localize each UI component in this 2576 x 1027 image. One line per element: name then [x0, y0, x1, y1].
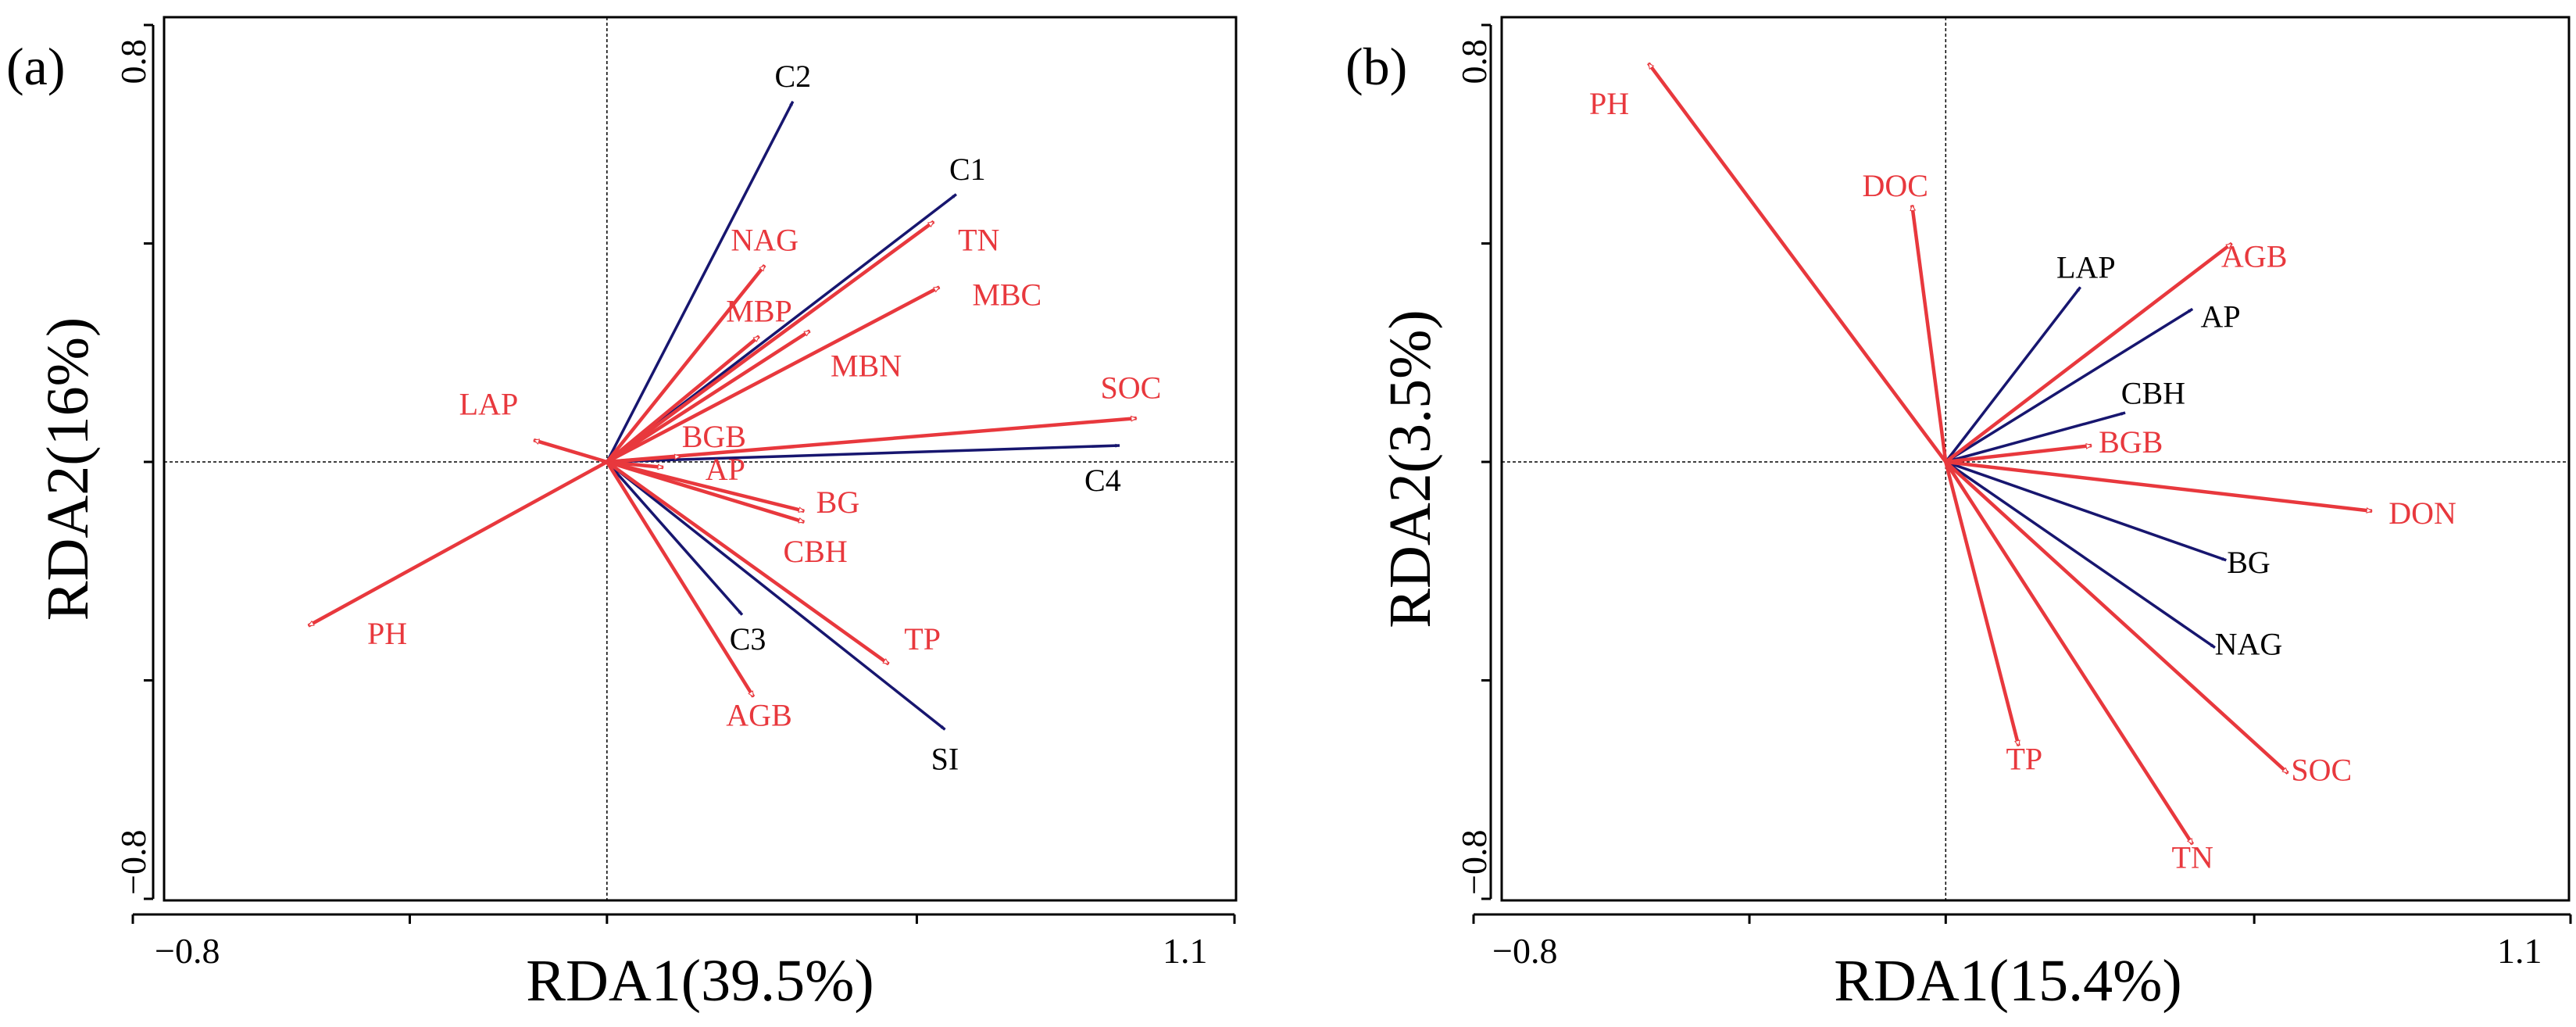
vector-label-ph: PH: [1589, 86, 1629, 121]
panel-b-x-tick-right: 1.1: [2497, 931, 2542, 971]
vector-label-ph: PH: [367, 616, 407, 651]
vector-nag: [1945, 460, 2216, 649]
vector-label-bgb: BGB: [2099, 424, 2163, 460]
vector-label-c1: C1: [949, 152, 986, 187]
vector-nag: [606, 264, 766, 463]
panel-b-x-axis-title: RDA1(15.4%): [1834, 948, 2181, 1014]
vector-agb: [1944, 242, 2233, 463]
vector-label-mbn: MBN: [831, 348, 902, 383]
vector-label-nag: NAG: [2215, 627, 2283, 662]
vector-si: [606, 460, 946, 731]
panel-a-frame: [163, 16, 1238, 902]
panel-b-guides: [1502, 17, 2569, 900]
panel-a: (a) 0.8 −0.8 −0.8 1.1 RDA1(39.5%) RDA2(1…: [6, 16, 1238, 1014]
panel-a-x-tick-right: 1.1: [1163, 931, 1208, 971]
vector-lap: [1944, 286, 2081, 463]
vector-c3: [606, 460, 744, 616]
panel-a-x-tick-left: −0.8: [155, 931, 220, 971]
panel-b-x-tick-left: −0.8: [1492, 931, 1557, 971]
panel-b-y-axis-title: RDA2(3.5%): [1377, 310, 1443, 628]
vector-bgb: [1945, 446, 2092, 464]
vector-label-soc: SOC: [1101, 370, 1162, 405]
vector-label-mbp: MBP: [726, 294, 792, 329]
panel-a-x-axis-title: RDA1(39.5%): [526, 948, 874, 1014]
panel-a-label: (a): [6, 37, 65, 96]
vector-label-bgb: BGB: [682, 419, 746, 454]
vector-tn: [606, 220, 935, 463]
vector-label-agb: AGB: [2221, 239, 2287, 274]
vector-label-soc: SOC: [2291, 752, 2352, 787]
vector-label-agb: AGB: [726, 698, 791, 733]
vector-label-si: SI: [931, 741, 959, 776]
vector-mbp: [606, 335, 760, 463]
vector-ph: [307, 460, 608, 628]
vector-label-mbc: MBC: [972, 277, 1041, 313]
vector-label-bg: BG: [2227, 545, 2271, 580]
vector-ph: [1647, 62, 1948, 463]
vector-label-tn: TN: [2172, 839, 2213, 875]
vector-agb: [605, 460, 756, 698]
vector-label-cbh: CBH: [2121, 375, 2185, 410]
panel-b-y-tick-bottom: −0.8: [1454, 830, 1494, 895]
vector-label-tp: TP: [904, 621, 941, 657]
vector-label-ap: AP: [706, 452, 745, 487]
vector-lap: [534, 438, 608, 464]
vector-soc: [606, 418, 1137, 464]
vector-label-lap: LAP: [2056, 250, 2116, 285]
vector-tp: [606, 460, 890, 666]
vector-doc: [1912, 206, 1948, 463]
vector-bg: [1945, 460, 2227, 562]
vector-c4: [606, 443, 1120, 463]
vector-label-c3: C3: [730, 621, 766, 657]
vector-label-tn: TN: [958, 223, 999, 258]
panel-a-guides: [164, 17, 1236, 900]
panel-a-ticks: [131, 23, 1236, 924]
panel-b: (b) 0.8 −0.8 −0.8 1.1 RDA1(15.4%) RDA2(3…: [1345, 16, 2572, 1014]
vector-mbn: [606, 329, 811, 463]
vector-label-c4: C4: [1084, 463, 1121, 498]
vector-mbc: [606, 285, 939, 463]
vector-ap: [1945, 307, 2194, 463]
vector-label-don: DON: [2388, 496, 2456, 531]
panel-b-label: (b): [1345, 37, 1407, 96]
vector-label-bg: BG: [816, 485, 860, 520]
vector-c2: [606, 101, 795, 463]
vector-label-lap: LAP: [459, 386, 519, 421]
vector-don: [1945, 460, 2372, 511]
vector-label-cbh: CBH: [784, 534, 848, 569]
panel-b-vectors: LAP AP CBH BG NAG PH DOC AGB BGB DON SOC TP TN: [1589, 62, 2456, 875]
panel-a-y-axis-title: RDA2(16%): [35, 317, 101, 621]
vector-bgb: [606, 456, 681, 464]
vector-cbh: [606, 460, 804, 524]
vector-label-doc: DOC: [1862, 168, 1928, 203]
panel-b-frame: [1500, 16, 2571, 902]
vector-label-tp: TP: [2006, 741, 2042, 776]
vector-label-ap: AP: [2201, 299, 2241, 334]
panel-a-y-tick-bottom: −0.8: [113, 830, 153, 895]
panel-b-y-tick-top: 0.8: [1454, 39, 1494, 84]
panel-b-ticks: [1472, 23, 2572, 924]
vector-cbh: [1945, 411, 2126, 463]
vector-label-c2: C2: [774, 59, 811, 94]
vector-label-nag: NAG: [731, 223, 799, 258]
panel-a-y-tick-top: 0.8: [113, 39, 153, 84]
vector-tn: [1944, 460, 2195, 846]
vector-tp: [1944, 461, 2020, 746]
vector-soc: [1944, 460, 2289, 775]
